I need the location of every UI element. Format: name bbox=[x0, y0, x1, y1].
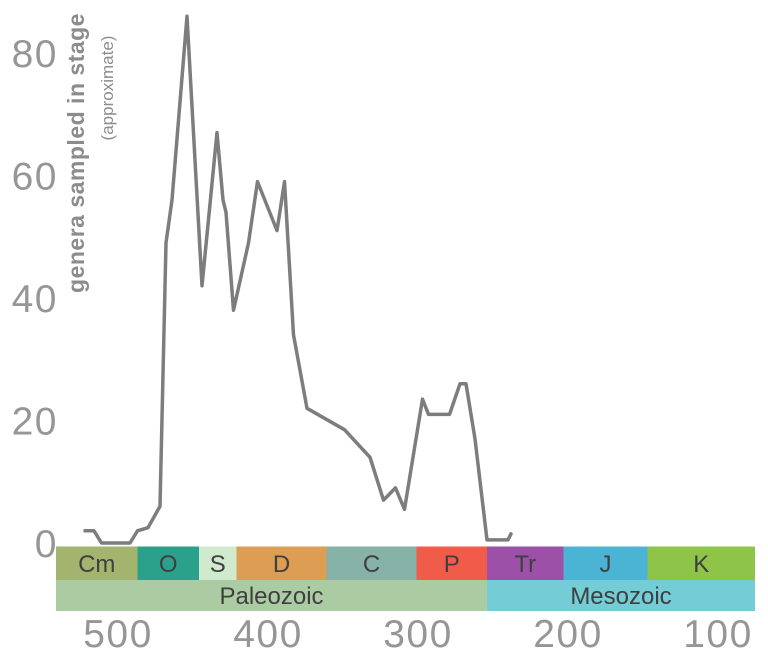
y-tick-label-80: 80 bbox=[12, 33, 58, 76]
period-band-D bbox=[236, 546, 327, 580]
x-tick-label-500: 500 bbox=[83, 613, 153, 655]
x-tick-label-400: 400 bbox=[233, 613, 303, 655]
period-label-O: O bbox=[159, 551, 178, 578]
y-axis-title: genera sampled in stage bbox=[63, 13, 89, 293]
x-tick-label-100: 100 bbox=[683, 613, 753, 655]
period-band-P bbox=[416, 546, 487, 580]
period-label-D: D bbox=[273, 551, 290, 578]
era-band-Mesozoic bbox=[487, 580, 755, 611]
period-label-P: P bbox=[444, 551, 460, 578]
era-band-Paleozoic bbox=[56, 580, 487, 611]
period-label-J: J bbox=[600, 551, 612, 578]
period-label-S: S bbox=[210, 551, 226, 578]
genera-sampled-line bbox=[83, 14, 513, 545]
era-label-Mesozoic: Mesozoic bbox=[570, 583, 671, 610]
period-band-J bbox=[563, 546, 648, 580]
period-band-O bbox=[137, 546, 199, 580]
period-band-K bbox=[647, 546, 755, 580]
y-axis-tick-labels: 0 20 40 60 80 bbox=[12, 33, 58, 566]
period-label-K: K bbox=[693, 551, 709, 578]
y-tick-label-0: 0 bbox=[35, 523, 58, 566]
y-tick-label-40: 40 bbox=[12, 278, 58, 321]
period-band-S bbox=[199, 546, 237, 580]
y-tick-label-60: 60 bbox=[12, 156, 58, 199]
geologic-era-bands: Paleozoic Mesozoic bbox=[56, 580, 755, 611]
geologic-period-bands: Cm O S D C P Tr J K bbox=[56, 546, 755, 580]
x-axis-tick-labels: 500 400 300 200 100 bbox=[83, 613, 753, 655]
period-band-Cm bbox=[56, 546, 138, 580]
era-label-Paleozoic: Paleozoic bbox=[219, 583, 323, 610]
period-label-Tr: Tr bbox=[514, 551, 536, 578]
y-tick-label-20: 20 bbox=[12, 401, 58, 444]
period-band-Tr bbox=[487, 546, 564, 580]
period-band-C bbox=[326, 546, 417, 580]
period-label-Cm: Cm bbox=[78, 551, 115, 578]
y-axis-title-note: (approximate) bbox=[98, 36, 117, 141]
period-label-C: C bbox=[363, 551, 380, 578]
x-tick-label-200: 200 bbox=[533, 613, 603, 655]
x-tick-label-300: 300 bbox=[383, 613, 453, 655]
